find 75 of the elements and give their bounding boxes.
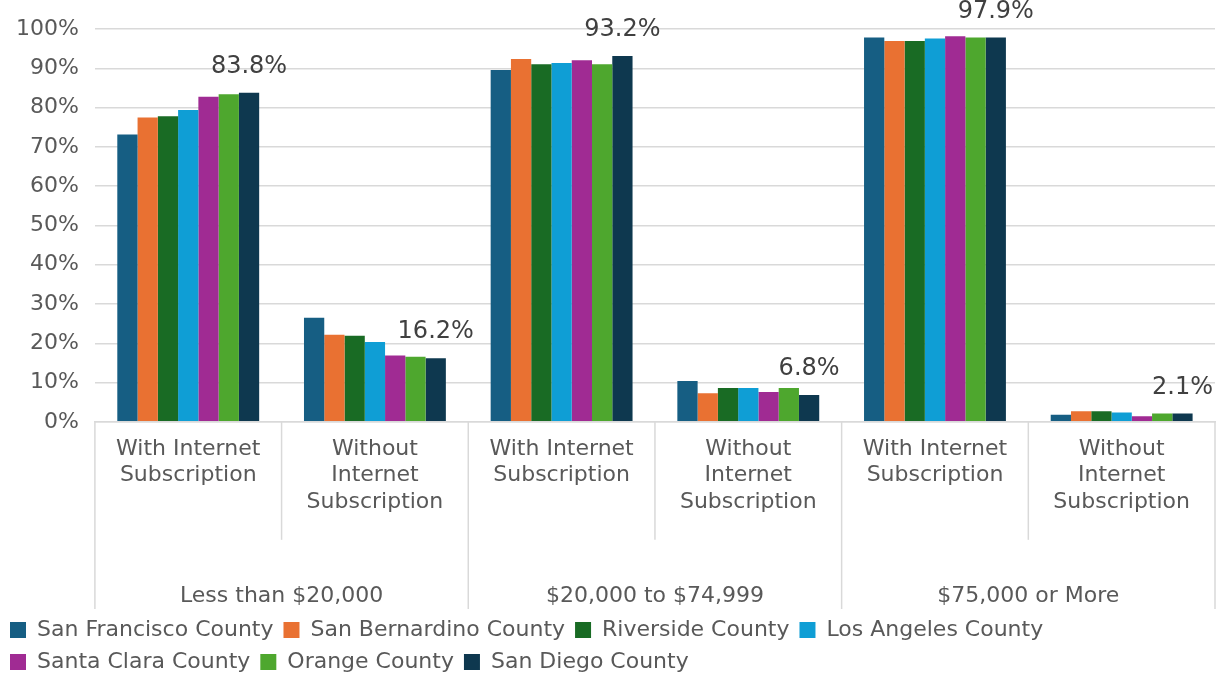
bar [157, 116, 179, 422]
bar [924, 38, 946, 422]
y-tick-label: 0% [43, 407, 79, 433]
bar [405, 356, 426, 422]
bar [798, 395, 820, 422]
bar [1152, 413, 1173, 422]
legend-label: Riverside County [602, 615, 790, 641]
y-tick-label: 50% [29, 211, 79, 237]
bar [490, 70, 511, 422]
bar [1111, 412, 1132, 422]
x-tick-label: Without Internet Subscription [679, 434, 817, 513]
x-tick-label: Without Internet Subscription [1053, 434, 1191, 513]
bar [985, 37, 1006, 422]
legend-label: San Bernardino County [310, 615, 566, 641]
legend-label: San Diego County [490, 647, 689, 673]
bar [864, 37, 885, 422]
y-tick-label: 90% [29, 54, 79, 80]
bar [592, 64, 613, 422]
bar [1091, 411, 1112, 422]
legend-label: Orange County [287, 647, 454, 673]
data-label: 97.9% [957, 0, 1034, 24]
bar [178, 110, 199, 422]
bar [778, 388, 799, 422]
text: $20,000 to $74,999 [545, 581, 764, 607]
data-label: 6.8% [778, 353, 840, 382]
y-tick-label: 100% [15, 14, 79, 40]
bar [571, 60, 593, 422]
y-tick-label: 20% [29, 329, 79, 354]
bar [677, 380, 698, 422]
legend-label: Los Angeles County [826, 615, 1044, 641]
bar [1070, 411, 1092, 422]
legend-label: Santa Clara County [37, 647, 251, 673]
data-label: 16.2% [397, 316, 474, 345]
bar [758, 391, 779, 422]
y-tick-label: 70% [29, 132, 79, 158]
bar [1172, 413, 1193, 422]
bar [218, 94, 239, 422]
data-label: 93.2% [584, 14, 661, 43]
bar [738, 388, 759, 422]
x-tick-label: With Internet Subscription [116, 434, 261, 487]
y-tick-label: 80% [29, 93, 79, 119]
bar [510, 59, 532, 422]
bar [1050, 414, 1071, 422]
bar [198, 96, 219, 422]
bar [945, 36, 966, 422]
bar [531, 64, 552, 422]
bar [717, 388, 739, 422]
bar [551, 62, 572, 422]
y-tick-label: 40% [29, 250, 79, 276]
bar [324, 334, 345, 422]
bar [137, 117, 158, 422]
bar [385, 355, 406, 422]
bar [965, 37, 986, 422]
y-tick-label: 60% [29, 171, 79, 197]
bar [697, 393, 718, 422]
bar [117, 134, 138, 422]
bar [364, 342, 386, 422]
x-tick-label: With Internet Subscription [489, 434, 635, 487]
bar [1131, 416, 1153, 422]
text: Less than $20,000 [179, 581, 384, 607]
x-tick-label: With Internet Subscription [862, 434, 1008, 487]
y-tick-label: 10% [29, 368, 79, 394]
y-tick-label: 30% [29, 289, 79, 315]
bar [303, 317, 325, 422]
x-tick-label: Without Internet Subscription [306, 434, 444, 513]
bar [904, 40, 925, 422]
bar [238, 92, 260, 422]
data-label: 83.8% [210, 51, 288, 80]
bar [884, 40, 905, 422]
data-label: 2.1% [1151, 371, 1213, 400]
text: $75,000 or More [937, 581, 1120, 607]
bar [612, 55, 633, 422]
bar [344, 335, 365, 422]
legend-label: San Francisco County [37, 615, 274, 641]
bar [425, 358, 446, 422]
